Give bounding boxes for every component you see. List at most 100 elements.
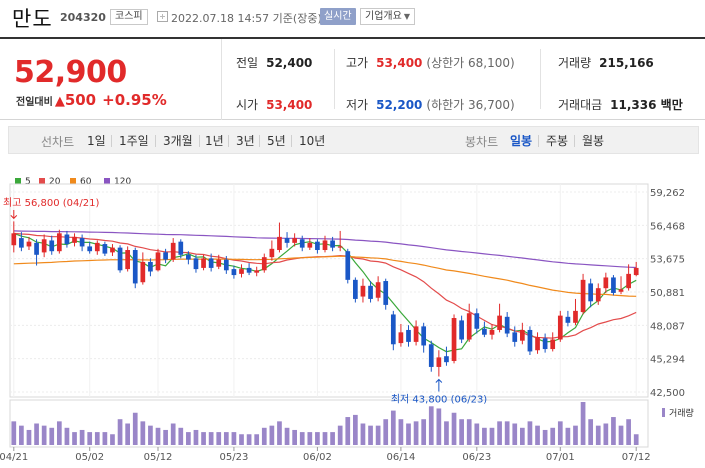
volume-bar [497,421,502,445]
candle-body [117,247,123,271]
period-1w[interactable]: 1주일 [119,134,149,148]
low-price: 저가 52,200 (하한가 36,700) [346,96,515,113]
chevron-down-icon: ▼ [403,12,410,21]
volume-bar [208,432,214,445]
volume-bar [580,402,586,445]
x-tick-label: 06/14 [386,452,415,463]
candle-body [231,269,237,276]
candle-body [49,240,55,252]
volume-bar [459,419,464,445]
clock-icon [157,11,168,22]
candle-body [436,357,442,367]
x-tick-label: 06/02 [303,452,332,463]
volume-bar [79,429,85,445]
volume-bar [19,425,24,445]
legend-ma60: 60 [80,177,92,187]
volume-bar [330,432,335,445]
market-badge[interactable]: 코스피 [110,9,148,25]
volume-bar [573,425,578,445]
volume-legend: 거래량 [662,407,694,419]
period-10y[interactable]: 10년 [299,134,326,148]
period-3m[interactable]: 3개월 [163,134,193,148]
up-triangle-icon: ▲ [54,94,65,109]
volume-bar [315,432,320,445]
candle-body [34,242,39,255]
price-chart[interactable]: 5 20 60 120 59,262 56,468 53,675 50,881 48,0… [0,170,705,468]
candle-body [64,234,70,245]
candle-body [19,238,24,248]
volume-bar [337,425,343,445]
volume-bar [588,419,594,445]
volume-bar [398,419,404,445]
separator [155,135,156,147]
candle-weekly[interactable]: 주봉 [546,134,569,148]
low-label: 저가 [346,98,369,112]
candle-monthly[interactable]: 월봉 [582,134,605,148]
candle-body [451,318,457,361]
separator [259,135,260,147]
chart-toolbar: 선차트 1일 1주일 3개월 1년 3년 5년 10년 봉차트 일봉 주봉 월봉 [8,126,699,154]
candle-body [573,310,578,323]
y-tick-label: 45,294 [650,355,685,366]
candle-body [26,241,32,247]
y-tick-label: 48,087 [650,321,685,332]
candle-body [519,329,525,341]
candle-body [375,282,381,298]
low-annotation: 최저 43,800 (06/23) [391,393,487,405]
legend-ma60-swatch [70,178,76,184]
volume-bar [565,427,571,445]
volume-bar [626,419,631,445]
volume-bar [428,406,434,445]
volume-bar [557,421,563,445]
period-5y[interactable]: 5년 [267,134,286,148]
candle-body [11,233,17,246]
candle-chart-label[interactable]: 봉차트 [465,135,499,149]
prev-close: 전일 52,400 [236,54,312,71]
candle-daily[interactable]: 일봉 [510,134,533,148]
volume-bar [269,425,275,445]
line-chart-label[interactable]: 선차트 [41,135,75,149]
up-arrow-icon [435,378,443,392]
divider [540,49,541,109]
legend-ma5-swatch [15,178,21,184]
volume-bar [132,412,138,445]
legend-ma20: 20 [49,177,61,187]
open-price: 시가 53,400 [236,96,312,113]
candle-body [102,244,108,254]
high-label: 고가 [346,56,369,70]
candle-body [345,251,351,280]
company-overview-button[interactable]: 기업개요 ▼ [360,8,415,25]
candle-body [595,288,601,302]
volume-bar [34,423,39,445]
period-3y[interactable]: 3년 [236,134,255,148]
volume-bar [231,432,237,445]
period-1y[interactable]: 1년 [205,134,224,148]
volume-bar [466,419,472,445]
volume-bar [140,421,146,445]
candle-body [390,314,396,345]
candle-body [353,279,358,299]
candle-body [413,326,419,342]
upper-limit: (상한가 68,100) [426,56,515,70]
candle-body [633,267,639,276]
candle-body [474,313,480,329]
separator [574,135,575,147]
candle-body [459,320,464,340]
high-value: 53,400 [376,56,423,70]
lower-limit: (하한가 36,700) [426,98,515,112]
candle-body [201,258,206,268]
realtime-button[interactable]: 실시간 [320,8,356,25]
volume-bar [383,419,389,445]
x-tick-label: 05/02 [75,452,104,463]
candle-body [223,259,229,271]
volume-bar [550,427,556,445]
update-time: 2022.07.18 14:57 기준(장중) [171,12,322,25]
stock-code: 204320 [60,11,106,24]
candle-body [315,241,320,251]
stock-header: 만도 204320 코스피 2022.07.18 14:57 기준(장중) 실시… [0,0,705,34]
volume-bar [535,425,540,445]
volume-bar [216,432,222,445]
period-1d[interactable]: 1일 [87,134,106,148]
volume-bar [436,408,442,445]
volume-bar [155,427,161,445]
